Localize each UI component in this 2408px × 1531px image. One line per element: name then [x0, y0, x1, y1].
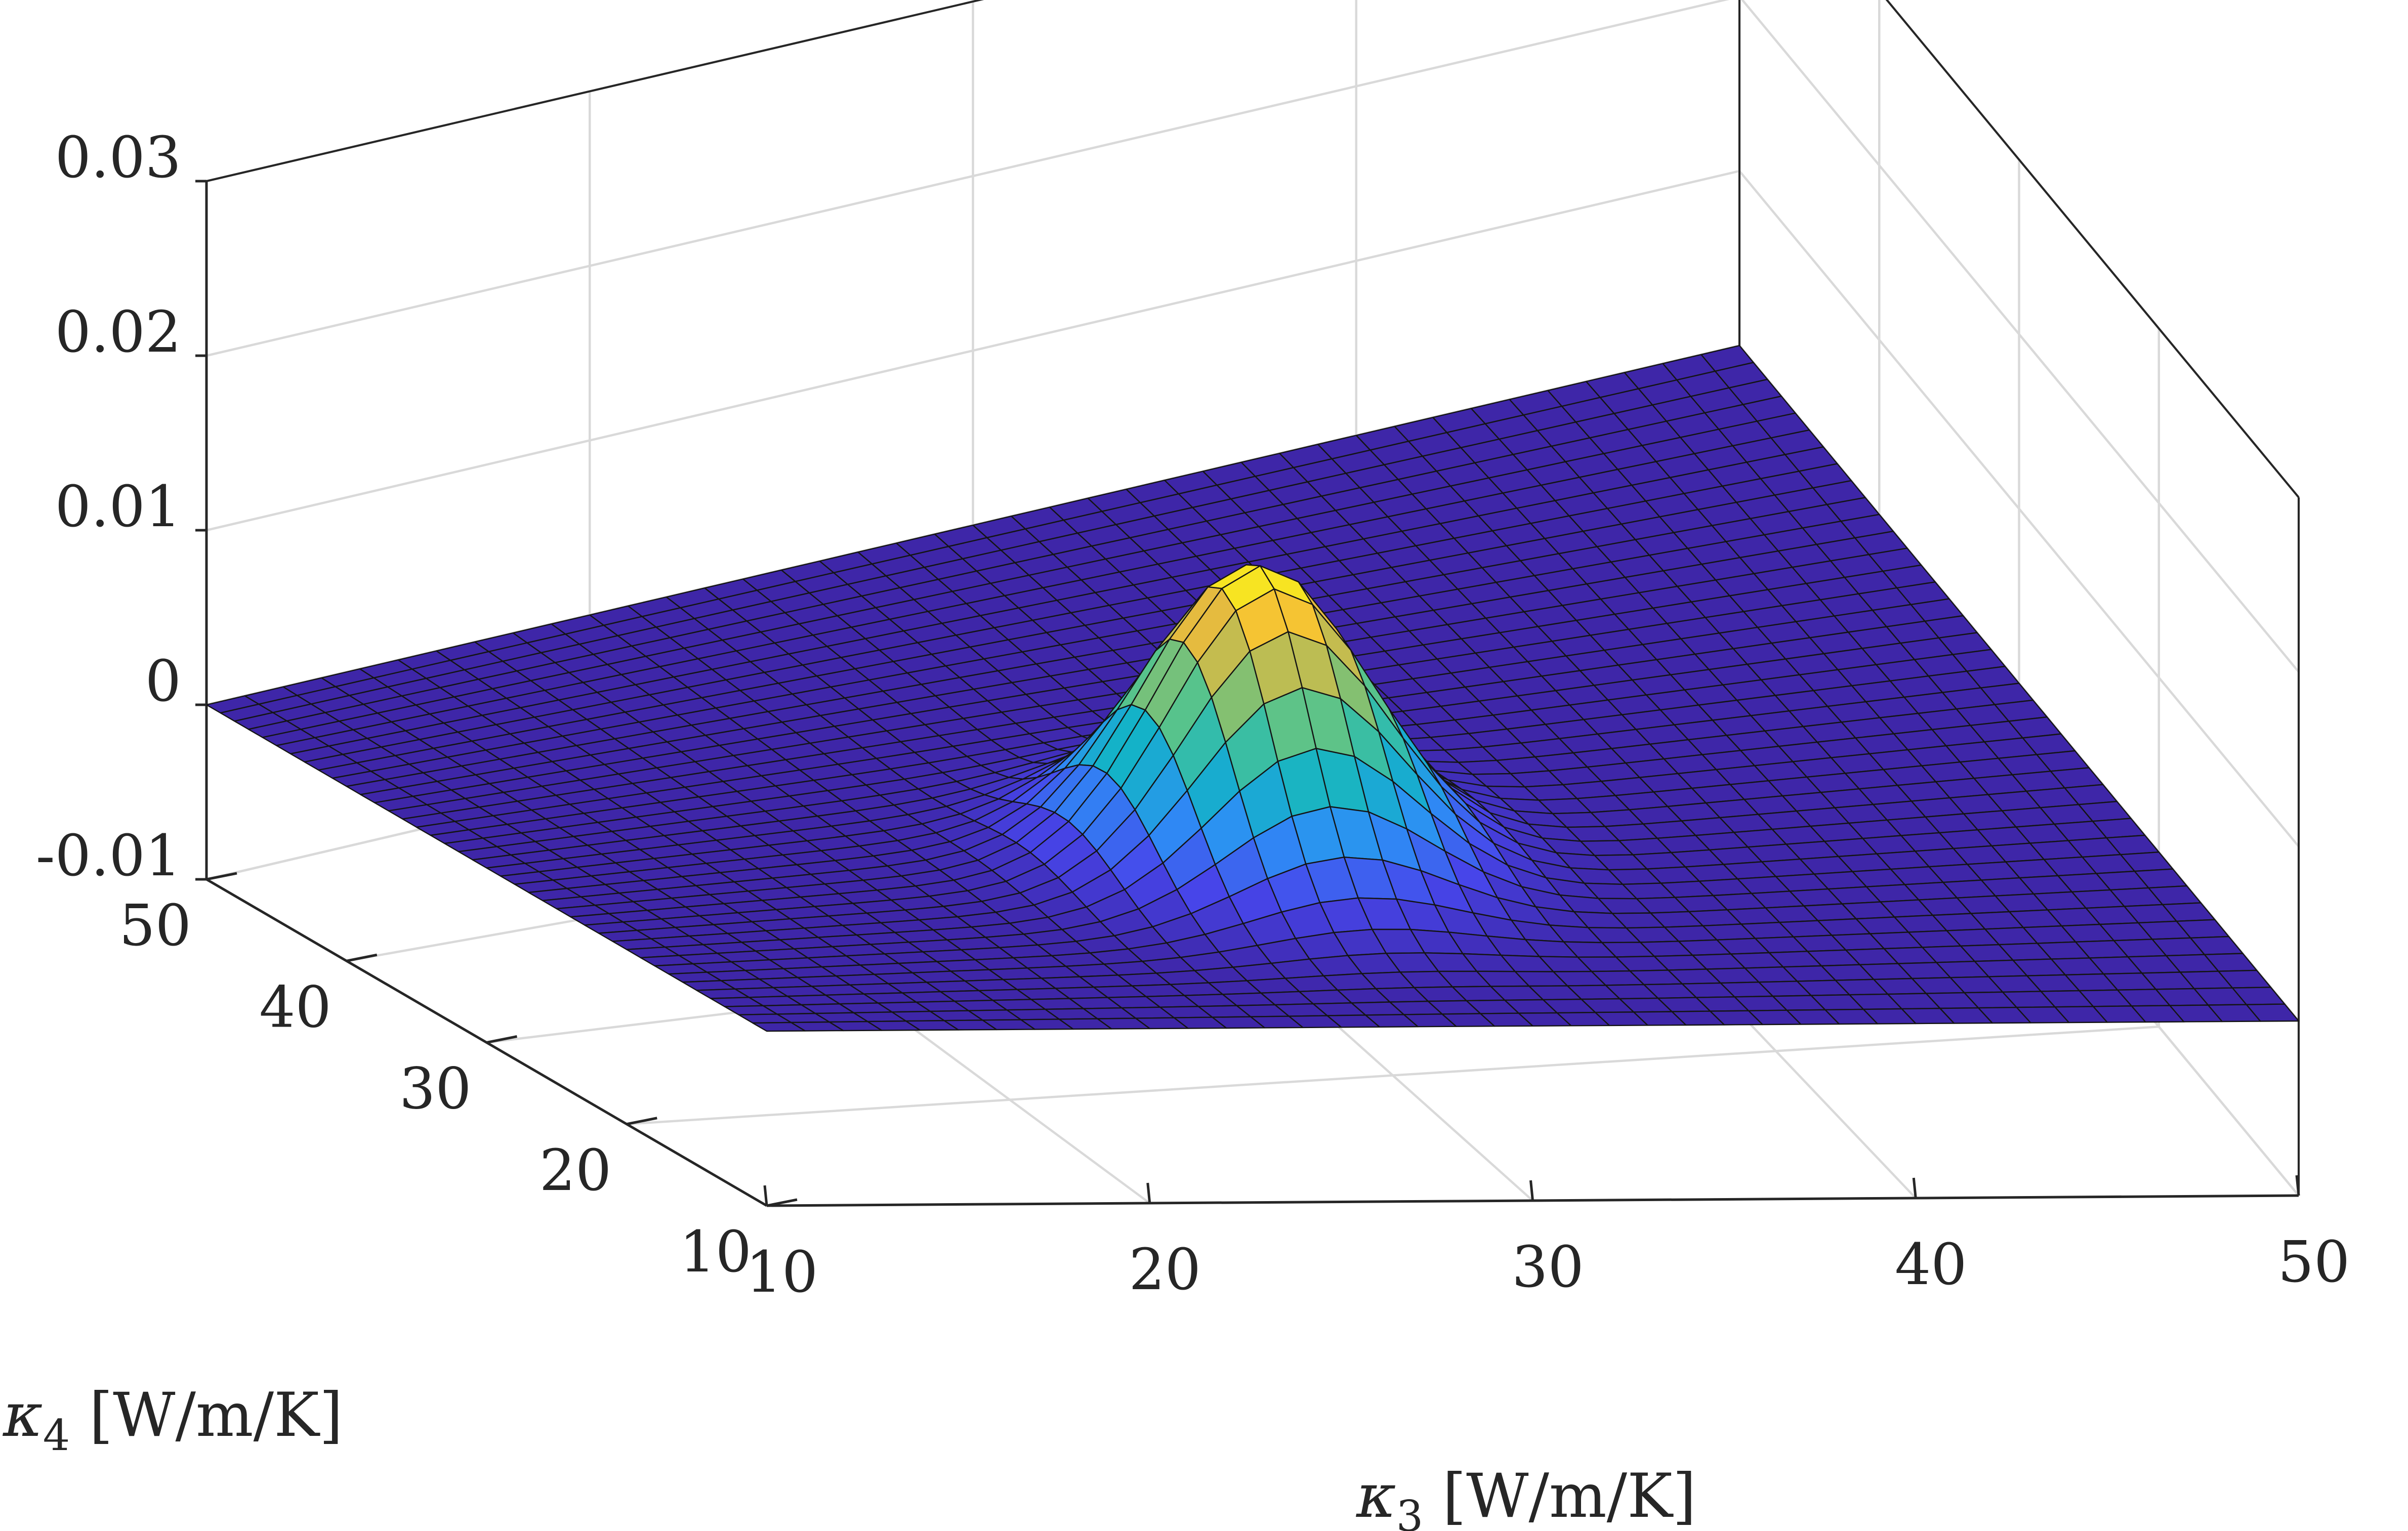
box-edge — [206, 0, 984, 182]
grid-line — [1738, 170, 2300, 847]
x-tick-label: 50 — [2278, 1229, 2350, 1295]
z-tick-label: -0.01 — [36, 823, 181, 889]
y-tick-mark — [626, 1117, 657, 1126]
tick-marks — [195, 180, 2300, 1207]
y-axis-label: κ4 [W/m/K] — [2, 1380, 343, 1460]
y-tick-label: 50 — [119, 893, 191, 959]
y-tick-label: 40 — [259, 974, 331, 1040]
y-tick-mark — [206, 872, 237, 881]
x-tick-label: 10 — [746, 1240, 818, 1305]
axis-label-unit: [W/m/K] — [70, 1380, 343, 1451]
y-tick-mark — [486, 1035, 517, 1044]
x-tick-mark — [1912, 1177, 1917, 1199]
x-tick-label: 20 — [1129, 1237, 1201, 1303]
grid-line — [1740, 0, 2300, 673]
axis-label-subscript: 4 — [43, 1411, 70, 1460]
grid-line — [627, 1026, 2159, 1125]
x-tick-mark — [763, 1185, 768, 1206]
y-tick-mark — [766, 1198, 798, 1207]
z-tick-label: 0.01 — [55, 474, 181, 540]
axis-label-symbol: κ — [1355, 1461, 1396, 1531]
y-tick-label: 20 — [539, 1138, 612, 1204]
x-tick-mark — [1146, 1182, 1151, 1204]
x-tick-mark — [2295, 1175, 2300, 1196]
x-tick-label: 40 — [1895, 1232, 1967, 1298]
axis-label-unit: [W/m/K] — [1423, 1461, 1696, 1531]
axis-label-subscript: 3 — [1396, 1492, 1423, 1531]
box-edge — [1885, 0, 2300, 498]
z-tick-label: 0.03 — [55, 125, 181, 191]
grid-line — [206, 0, 1729, 357]
axis-label-symbol: κ — [2, 1380, 43, 1451]
surface-mesh — [205, 345, 2300, 1032]
y-tick-label: 10 — [679, 1219, 752, 1285]
tick-labels: -0.01 0 0.01 0.02 0.03 10 20 30 40 50 10 20 30 40 50 — [36, 125, 2350, 1305]
grid-line — [206, 169, 1740, 532]
y-tick-label: 30 — [399, 1056, 472, 1122]
x-axis-label: κ3 [W/m/K] — [1355, 1461, 1696, 1531]
x-tick-label: 30 — [1512, 1235, 1584, 1300]
surface-cell — [752, 1022, 806, 1032]
z-tick-label: 0.02 — [55, 300, 181, 365]
x-tick-mark — [1529, 1180, 1534, 1201]
z-tick-label: 0 — [145, 649, 181, 714]
y-tick-mark — [346, 953, 378, 962]
